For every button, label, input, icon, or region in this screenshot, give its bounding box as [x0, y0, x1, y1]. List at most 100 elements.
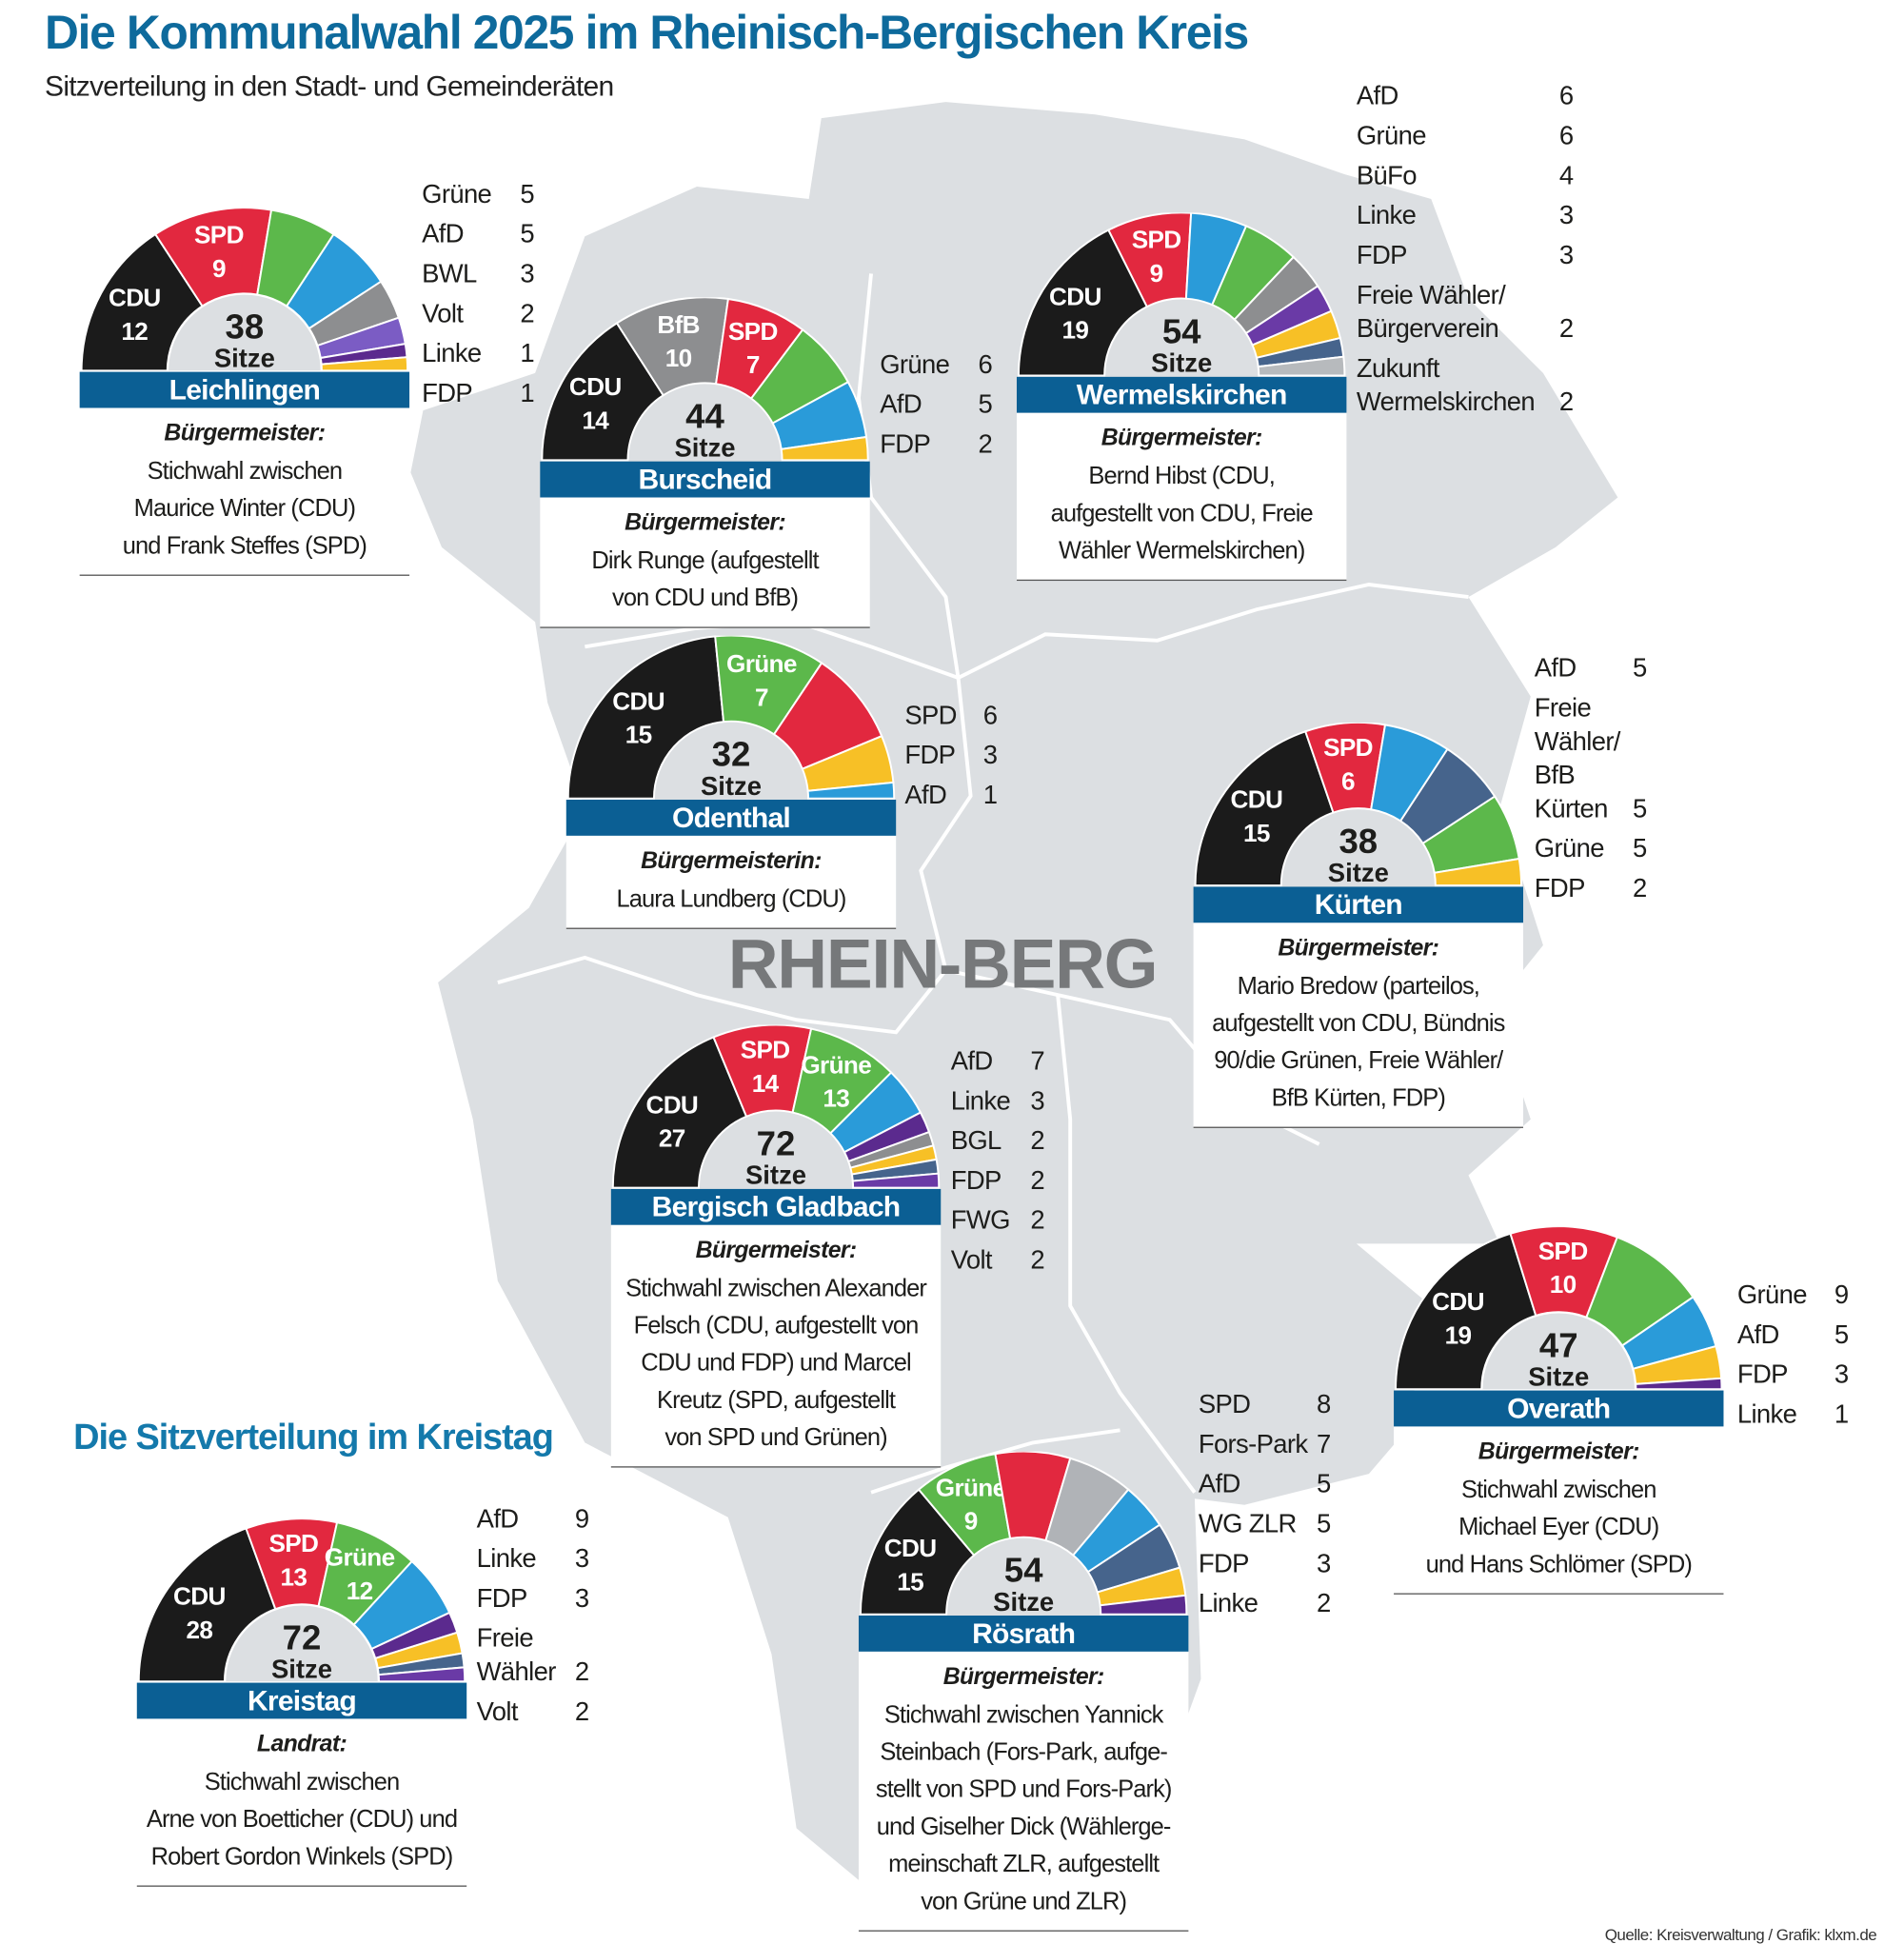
- legend-seats: 3: [1030, 1086, 1044, 1116]
- legend-seats: 6: [1558, 82, 1574, 111]
- legend-party: FDP: [476, 1584, 528, 1614]
- kreistag-heading: Die Sitzverteilung im Kreistag: [73, 1418, 554, 1458]
- segment-label-party: CDU: [645, 1090, 698, 1119]
- legend-seats: 3: [574, 1544, 589, 1574]
- seats-word: Sitze: [674, 432, 735, 461]
- legend-party: Grüne: [1356, 122, 1427, 151]
- mayor-text: Stichwahl zwischen Maurice Winter (CDU) …: [122, 457, 367, 560]
- legend-overath: Grüne 9 AfD 5 FDP 3 Linke 1: [1737, 1279, 1849, 1432]
- mayor-info: Bürgermeister: Stichwahl zwischen Maurice…: [79, 407, 410, 576]
- seats-word: Sitze: [1328, 858, 1389, 886]
- municipality-name: Odenthal: [565, 800, 897, 836]
- legend-party: Linke: [950, 1086, 1011, 1116]
- seat-segment-linke: [1635, 1377, 1723, 1391]
- legend-party: Linke: [476, 1544, 537, 1574]
- legend-seats: 1: [982, 781, 998, 810]
- legend-party: Volt: [950, 1246, 993, 1276]
- segment-label-seats: 28: [186, 1616, 212, 1644]
- legend-seats: 6: [1558, 122, 1574, 151]
- legend-party: Grüne: [880, 350, 950, 380]
- segment-label-party: CDU: [109, 284, 161, 312]
- chart-center: [655, 723, 807, 799]
- legend-party: Freie Wähler/ Bürgerverein: [1356, 281, 1506, 344]
- segment-label-party: Grüne: [801, 1050, 871, 1079]
- legend-seats: 5: [1633, 794, 1647, 823]
- municipality-name: Kreistag: [136, 1682, 467, 1719]
- legend-party: AfD: [904, 781, 947, 810]
- chart-center: [700, 1111, 852, 1188]
- segment-label-seats: 15: [897, 1567, 923, 1596]
- chart-center: [1282, 809, 1435, 886]
- legend-party: FDP: [1356, 241, 1408, 270]
- chart-center: [1105, 299, 1258, 376]
- legend-party: Volt: [476, 1697, 519, 1727]
- panel-burscheid: CDU 14 BfB 10 SPD 7 44 Sitze Burscheid Bürgermeis…: [540, 297, 870, 628]
- legend-seats: 2: [978, 430, 993, 460]
- segment-label-party: CDU: [1432, 1287, 1484, 1316]
- mayor-info: Bürgermeisterin: Laura Lundberg (CDU): [565, 835, 897, 929]
- page-subtitle: Sitzverteilung in den Stadt- und Gemeind…: [45, 69, 614, 103]
- mayor-info: Bürgermeister: Stichwahl zwischen Michael…: [1394, 1426, 1724, 1595]
- legend-seats: 1: [1834, 1400, 1849, 1430]
- legend-party: Linke: [1198, 1589, 1259, 1618]
- legend-leichlingen: Grüne 5 AfD 5 BWL 3 Volt 2 Linke 1 FDP 1: [422, 178, 535, 410]
- mayor-info: Bürgermeister: Dirk Runge (aufgestellt vo…: [540, 497, 870, 628]
- total-seats: 44: [685, 396, 724, 435]
- mayor-role: Bürgermeister:: [625, 509, 786, 537]
- legend-party: BGL: [950, 1126, 1002, 1156]
- mayor-info: Landrat: Stichwahl zwischen Arne von Boet…: [136, 1718, 467, 1887]
- segment-label-seats: 13: [823, 1084, 849, 1113]
- municipality-name: Burscheid: [540, 461, 870, 498]
- legend-seats: 1: [520, 379, 535, 408]
- mayor-role: Bürgermeister:: [164, 420, 326, 446]
- legend-seats: 3: [1558, 201, 1574, 230]
- legend-party: Zukunft Wermelskirchen: [1356, 354, 1536, 417]
- legend-seats: 2: [574, 1657, 589, 1687]
- mayor-text: Dirk Runge (aufgestellt von CDU und BfB): [591, 546, 819, 612]
- legend-seats: 5: [1317, 1509, 1331, 1539]
- mayor-info: Bürgermeister: Mario Bredow (parteilos, a…: [1193, 922, 1524, 1128]
- legend-kreistag: AfD 9 Linke 3 FDP 3 Freie Wähler 2 Volt 2: [476, 1502, 590, 1729]
- seat-segment-volt: [377, 1666, 466, 1683]
- segment-label-seats: 14: [582, 407, 609, 435]
- legend-party: Freie Wähler: [476, 1624, 557, 1687]
- mayor-text: Stichwahl zwischen Alexander Felsch (CDU…: [625, 1275, 927, 1452]
- legend-party: Fors-Park: [1198, 1430, 1308, 1459]
- legend-party: Volt: [422, 299, 464, 328]
- segment-label-seats: 19: [1445, 1320, 1472, 1349]
- mayor-text: Laura Lundberg (CDU): [616, 885, 846, 913]
- legend-seats: 5: [520, 180, 535, 209]
- legend-seats: 2: [1030, 1206, 1044, 1236]
- mayor-role: Landrat:: [256, 1731, 347, 1757]
- legend-seats: 2: [1030, 1126, 1044, 1156]
- seat-segment-fdp: [1433, 857, 1523, 887]
- total-seats: 47: [1539, 1325, 1578, 1364]
- legend-seats: 1: [520, 339, 535, 368]
- legend-party: SPD: [1198, 1390, 1251, 1419]
- total-seats: 38: [1339, 822, 1378, 861]
- seat-segment-fdp: [780, 435, 869, 462]
- segment-label-seats: 12: [347, 1577, 373, 1605]
- seats-word: Sitze: [993, 1587, 1054, 1616]
- legend-seats: 2: [1633, 874, 1647, 903]
- mayor-role: Bürgermeisterin:: [641, 847, 822, 875]
- segment-label-party: SPD: [269, 1529, 319, 1557]
- segment-label-seats: 19: [1061, 316, 1088, 345]
- legend-seats: 3: [520, 260, 535, 289]
- mayor-role: Bürgermeister:: [1478, 1438, 1640, 1465]
- mayor-info: Bürgermeister: Stichwahl zwischen Alexand…: [610, 1224, 942, 1468]
- legend-seats: 7: [1317, 1430, 1331, 1459]
- chart-center: [226, 1605, 378, 1682]
- mayor-text: Stichwahl zwischen Michael Eyer (CDU) un…: [1425, 1476, 1693, 1578]
- panel-overath: CDU 19 SPD 10 47 Sitze Overath Bürgermeister: St…: [1394, 1226, 1724, 1595]
- segment-label-party: SPD: [728, 317, 778, 346]
- legend-party: AfD: [880, 390, 922, 420]
- legend-party: SPD: [904, 701, 957, 730]
- segment-label-party: SPD: [741, 1036, 790, 1064]
- total-seats: 72: [283, 1617, 322, 1656]
- seat-segment-cdu: [1395, 1232, 1537, 1391]
